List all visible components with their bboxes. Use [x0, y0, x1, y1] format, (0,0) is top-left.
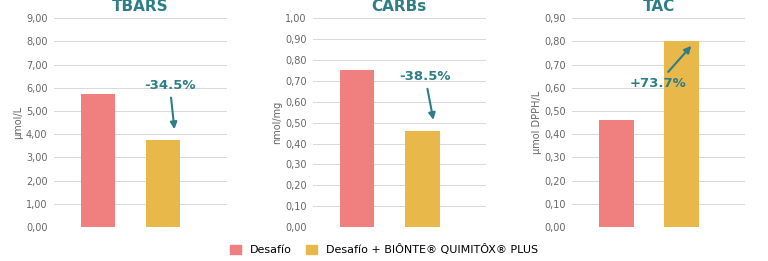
Y-axis label: µmol DPPH/L: µmol DPPH/L [531, 91, 541, 154]
Text: -34.5%: -34.5% [144, 79, 196, 127]
Bar [339, 70, 374, 227]
Text: -38.5%: -38.5% [399, 70, 451, 118]
Bar [406, 131, 439, 227]
Title: CARBs: CARBs [372, 0, 427, 14]
Bar [81, 94, 115, 227]
Bar [599, 120, 634, 227]
Text: +73.7%: +73.7% [630, 48, 690, 90]
Bar [146, 140, 180, 227]
Title: TBARS: TBARS [112, 0, 168, 14]
Bar [664, 41, 699, 227]
Y-axis label: µmol/L: µmol/L [13, 106, 23, 139]
Y-axis label: nmol/mg: nmol/mg [273, 101, 283, 144]
Title: TAC: TAC [643, 0, 674, 14]
Legend: Desafío, Desafío + BIÔNTE® QUIMITÔX® PLUS: Desafío, Desafío + BIÔNTE® QUIMITÔX® PLU… [230, 245, 538, 256]
